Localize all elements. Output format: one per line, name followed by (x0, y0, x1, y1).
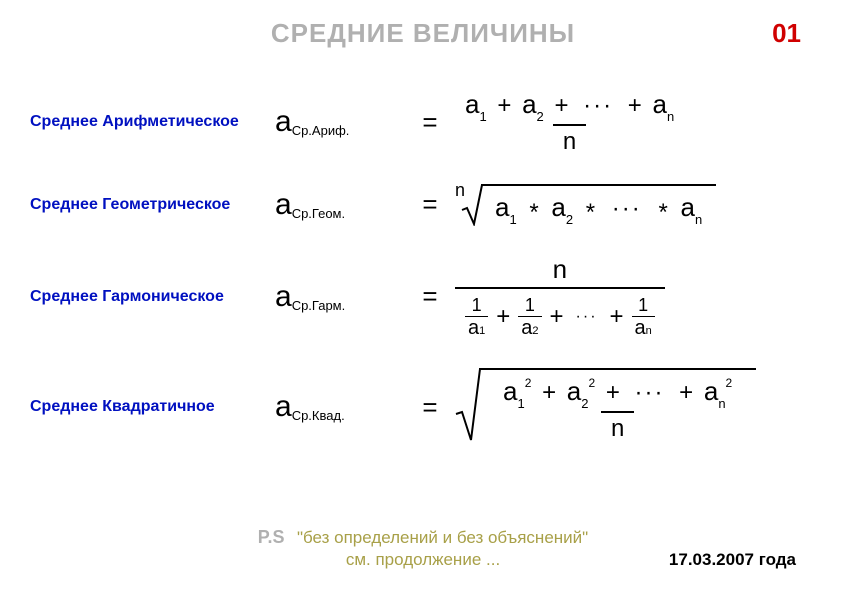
footer: P.S "без определений и без объяснений" с… (0, 527, 846, 570)
formula-geometric: n a1 * a2 * ··· * an (455, 184, 716, 226)
page-title: СРЕДНИЕ ВЕЛИЧИНЫ (271, 18, 575, 49)
label-quadratic: Среднее Квадратичное (30, 398, 275, 416)
label-arithmetic: Среднее Арифметическое (30, 113, 275, 131)
symbol-harmonic: aСр.Гарм. (275, 280, 405, 314)
symbol-geometric: aСр.Геом. (275, 188, 405, 222)
row-geometric: Среднее Геометрическое aСр.Геом. = n a1 … (30, 184, 816, 226)
content: Среднее Арифметическое aСр.Ариф. = a1 + … (0, 49, 846, 447)
root-index: n (455, 180, 465, 201)
header: СРЕДНИЕ ВЕЛИЧИНЫ 01 (0, 0, 846, 49)
symbol-a: a (275, 105, 292, 139)
radical-icon (455, 368, 481, 442)
page-number: 01 (772, 18, 801, 49)
label-harmonic: Среднее Гармоническое (30, 288, 275, 306)
formula-arithmetic: a1 + a2 + ··· + an n (455, 89, 684, 156)
row-harmonic: Среднее Гармоническое aСр.Гарм. = n 1a1 … (30, 254, 816, 340)
footer-quote: "без определений и без объяснений" (297, 528, 588, 547)
symbol-quadratic: aСр.Квад. (275, 390, 405, 424)
footer-ps: P.S (258, 527, 285, 547)
formula-harmonic: n 1a1 + 1a2 + ··· + 1an (455, 254, 665, 340)
row-quadratic: Среднее Квадратичное aСр.Квад. = a12 + a… (30, 368, 816, 447)
equals: = (405, 107, 455, 138)
label-geometric: Среднее Геометрическое (30, 196, 275, 214)
formula-quadratic: a12 + a22 + ··· + an2 n (455, 368, 756, 447)
symbol-arithmetic: aСр.Ариф. (275, 105, 405, 139)
footer-date: 17.03.2007 года (669, 550, 796, 570)
symbol-sub: Ср.Ариф. (292, 123, 350, 138)
row-arithmetic: Среднее Арифметическое aСр.Ариф. = a1 + … (30, 89, 816, 156)
